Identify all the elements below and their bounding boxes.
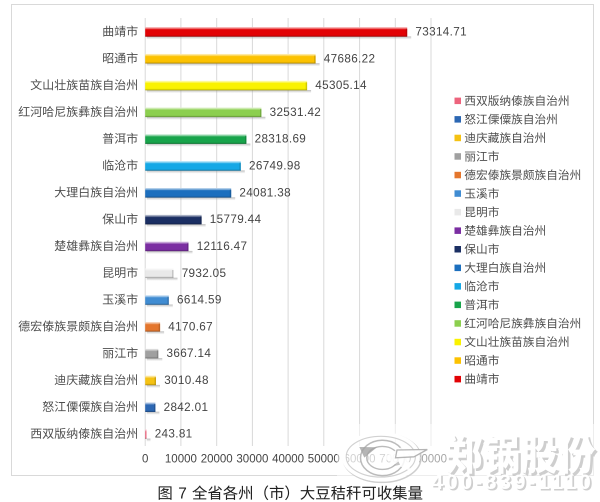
svg-text:28318.69: 28318.69	[255, 133, 307, 146]
svg-text:45305.14: 45305.14	[315, 79, 367, 92]
svg-text:400-839-1110: 400-839-1110	[433, 472, 595, 496]
svg-text:2842.01: 2842.01	[164, 401, 209, 414]
svg-text:20000: 20000	[201, 453, 233, 465]
svg-text:15779.44: 15779.44	[210, 213, 262, 226]
svg-text:50000: 50000	[308, 453, 340, 465]
svg-text:26749.98: 26749.98	[249, 160, 301, 173]
svg-text:12116.47: 12116.47	[197, 240, 248, 253]
svg-text:32531.42: 32531.42	[270, 106, 322, 119]
svg-text:0: 0	[142, 453, 148, 465]
svg-text:6614.59: 6614.59	[177, 294, 222, 307]
svg-text:10000: 10000	[165, 453, 197, 465]
svg-text:40000: 40000	[272, 453, 304, 465]
svg-text:243.81: 243.81	[155, 428, 193, 441]
svg-text:400-839-1110: 400-839-1110	[431, 470, 593, 494]
svg-text:7: 7	[178, 486, 187, 502]
svg-text:47686.22: 47686.22	[324, 52, 376, 65]
svg-text:3010.48: 3010.48	[164, 374, 209, 387]
svg-text:7932.05: 7932.05	[182, 267, 227, 280]
svg-text:24081.38: 24081.38	[239, 186, 291, 199]
svg-text:4170.67: 4170.67	[168, 320, 213, 333]
svg-text:73314.71: 73314.71	[415, 26, 467, 39]
svg-text:30000: 30000	[236, 453, 268, 465]
svg-text:3667.14: 3667.14	[167, 347, 212, 360]
